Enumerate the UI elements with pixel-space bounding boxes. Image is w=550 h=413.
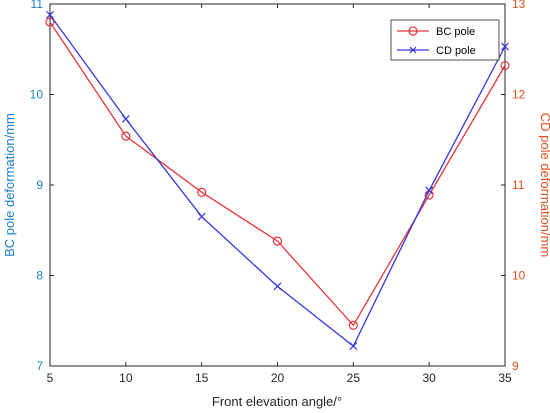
x-tick-label: 35 <box>498 371 512 385</box>
x-tick-label: 5 <box>47 371 54 385</box>
legend-bc-marker <box>408 26 418 36</box>
y-left-tick-label: 8 <box>36 269 43 283</box>
x-tick-label: 25 <box>347 371 361 385</box>
x-tick-label: 15 <box>195 371 209 385</box>
legend-cd-label: CD pole <box>436 45 476 57</box>
series-layer <box>45 10 510 351</box>
y-left-tick-label: 11 <box>31 0 44 11</box>
y-right-tick-label: 9 <box>512 359 519 373</box>
x-axis-title: Front elevation angle/° <box>212 394 342 409</box>
data-point-cd <box>273 282 282 291</box>
legend-cd-marker <box>409 46 417 54</box>
data-point-cd <box>46 10 54 19</box>
series-line-bc <box>49 21 506 327</box>
y-right-tick-label: 13 <box>512 0 526 11</box>
y-left-tick-label: 9 <box>36 178 43 192</box>
ticks-layer: 5 10 15 20 25 30 35 7 8 9 10 11 9 10 11 12 13 <box>30 0 526 385</box>
data-point-cd <box>197 212 206 221</box>
x-tick-label: 10 <box>119 371 133 385</box>
data-point-bc <box>348 320 358 330</box>
data-point-bc <box>500 60 510 71</box>
legend-box <box>390 19 500 61</box>
data-point-bc <box>121 131 131 141</box>
y-right-tick-label: 12 <box>512 88 526 102</box>
data-point-bc <box>272 236 283 246</box>
legend: BC pole CD pole <box>390 19 500 61</box>
data-point-bc <box>197 187 207 197</box>
x-tick-label: 30 <box>422 371 436 385</box>
data-point-bc <box>45 17 55 27</box>
x-tick-label: 20 <box>271 371 285 385</box>
legend-bc-label: BC pole <box>436 26 475 38</box>
y-axis-right-title: CD pole deformation/mm <box>538 113 550 258</box>
data-point-cd <box>425 186 434 195</box>
y-axis-left-title: BC pole deformation/mm <box>2 113 17 257</box>
y-left-tick-label: 10 <box>30 88 44 102</box>
data-point-cd <box>501 42 509 51</box>
y-left-tick-label: 7 <box>36 359 43 373</box>
plot-area <box>49 3 506 367</box>
y-right-tick-label: 11 <box>512 178 525 192</box>
y-right-tick-label: 10 <box>512 269 526 283</box>
data-point-cd <box>121 115 130 123</box>
data-point-cd <box>349 342 358 351</box>
